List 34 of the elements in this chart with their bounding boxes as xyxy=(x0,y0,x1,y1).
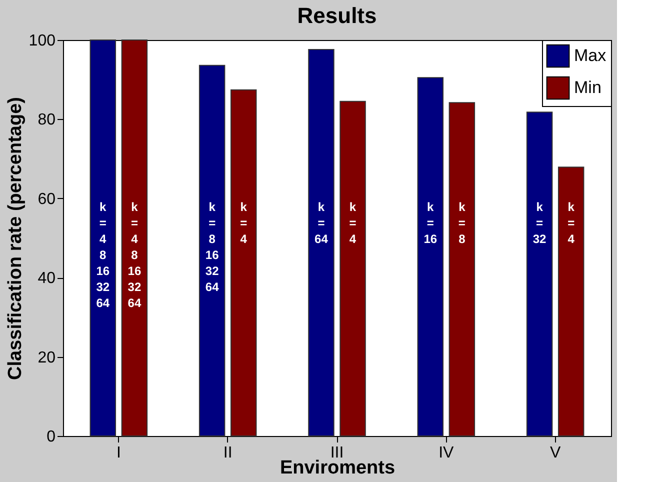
annotation: k = 16 xyxy=(424,200,438,246)
annotation: k = 4 8 16 32 64 xyxy=(96,200,110,310)
x-tick-label: I xyxy=(116,444,121,462)
y-tick-label: 40 xyxy=(38,270,56,288)
y-tick-label: 100 xyxy=(28,32,56,50)
bar xyxy=(340,100,366,436)
x-tick-label: II xyxy=(223,444,232,462)
legend-label: Max xyxy=(574,46,607,65)
annotation: k = 4 xyxy=(240,200,248,246)
bar xyxy=(90,40,116,436)
annotation: k = 4 xyxy=(349,200,356,246)
annotation: k = 4 8 16 32 64 xyxy=(128,200,142,310)
y-tick-label: 0 xyxy=(46,428,56,446)
bar xyxy=(308,49,334,436)
annotation: k = 32 xyxy=(532,200,547,246)
annotation: k = 64 xyxy=(314,200,328,246)
y-tick-label: 20 xyxy=(38,349,56,366)
bar xyxy=(121,40,148,436)
annotation: k = 4 xyxy=(568,200,575,246)
x-tick-label: IV xyxy=(438,444,454,462)
bar xyxy=(526,112,553,436)
bar xyxy=(198,64,226,436)
y-tick-label: 60 xyxy=(38,190,56,208)
annotation: k = 8 xyxy=(458,200,466,246)
bar xyxy=(448,102,476,436)
legend-label: Min xyxy=(574,78,602,97)
bar xyxy=(230,89,257,436)
y-tick-label: 80 xyxy=(38,112,56,129)
bar xyxy=(417,77,444,436)
x-tick-label: V xyxy=(550,444,561,462)
bar xyxy=(558,166,584,436)
y-axis-title: Classification rate (percentage) xyxy=(4,97,26,380)
annotation: k = 8 16 32 64 xyxy=(205,200,220,294)
chart-title: Results xyxy=(297,3,377,28)
